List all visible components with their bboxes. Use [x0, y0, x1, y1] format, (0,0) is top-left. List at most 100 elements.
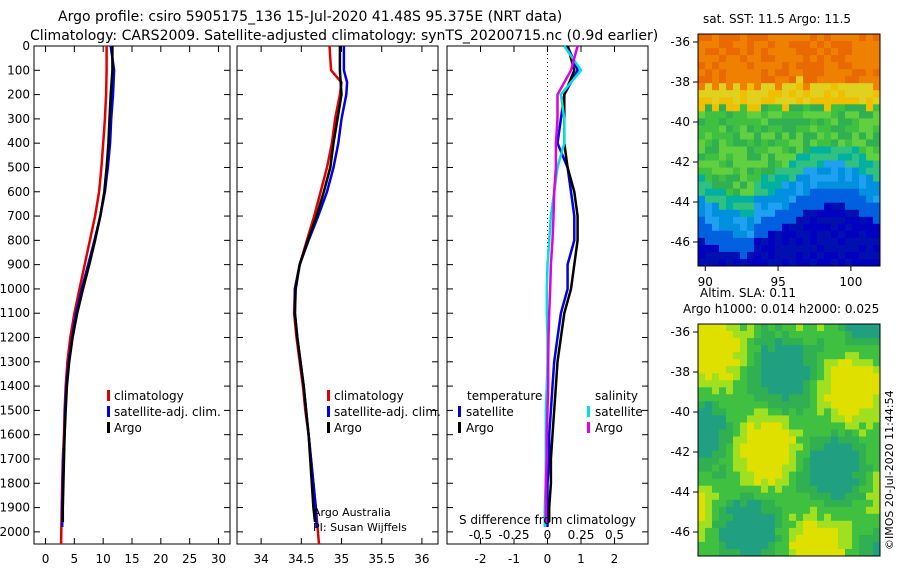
sla-cell	[719, 471, 727, 480]
sla-cell	[873, 534, 881, 543]
sla-cell	[782, 520, 790, 529]
sla-cell	[838, 520, 846, 529]
sla-cell	[789, 401, 797, 409]
sla-cell	[789, 506, 797, 515]
sla-cell	[726, 387, 734, 395]
sla-cell	[817, 499, 825, 508]
sla-cell	[705, 450, 713, 458]
sla-cell	[789, 345, 797, 353]
sst-cell	[698, 69, 706, 77]
sst-cell	[726, 237, 734, 246]
sla-cell	[866, 408, 874, 416]
sst-cell	[705, 237, 713, 246]
sla-cell	[824, 345, 832, 353]
sla-cell	[873, 450, 881, 458]
sst-cell	[768, 230, 776, 239]
sst-cell	[838, 146, 846, 154]
sst-cell	[810, 118, 818, 126]
sla-cell	[712, 499, 720, 508]
sst-cell	[726, 76, 734, 84]
sst-cell	[733, 223, 741, 232]
sla-cell	[761, 457, 769, 466]
sst-cell	[831, 244, 839, 253]
sst-cell	[712, 160, 720, 168]
sla-cell	[852, 366, 860, 374]
sst-cell	[866, 237, 874, 246]
sla-cell	[719, 359, 727, 367]
sla-cell	[775, 520, 783, 529]
sla-cell	[726, 450, 734, 458]
sla-cell	[824, 513, 832, 522]
sst-cell	[782, 237, 790, 246]
sst-map-title: sat. SST: 11.5 Argo: 11.5	[703, 12, 851, 26]
sla-cell	[810, 520, 818, 529]
sla-cell	[747, 429, 755, 437]
sla-cell	[740, 506, 748, 515]
sla-cell	[873, 352, 881, 360]
sst-cell	[754, 223, 762, 232]
sst-cell	[698, 209, 706, 218]
sla-cell	[712, 331, 720, 339]
sla-cell	[754, 443, 762, 451]
sst-cell	[845, 160, 853, 168]
sst-cell	[817, 209, 825, 218]
sst-cell	[719, 76, 727, 84]
sst-cell	[845, 202, 853, 211]
sla-cell	[831, 520, 839, 529]
sla-cell	[845, 352, 853, 360]
sla-cell	[796, 415, 804, 423]
sla-cell	[810, 541, 818, 550]
sla-cell	[852, 534, 860, 543]
sla-cell	[747, 324, 755, 332]
sst-cell	[775, 41, 783, 49]
sst-cell	[761, 251, 769, 260]
sla-cell	[845, 436, 853, 444]
sst-cell	[852, 34, 860, 42]
sst-cell	[712, 153, 720, 161]
sst-cell	[852, 132, 860, 140]
sst-cell	[852, 153, 860, 161]
sla-cell	[768, 443, 776, 451]
sst-cell	[754, 244, 762, 253]
sla-cell	[810, 422, 818, 430]
map-y-tick-label: -46	[670, 235, 690, 249]
sst-cell	[817, 237, 825, 246]
sla-cell	[768, 499, 776, 508]
sst-cell	[705, 111, 713, 119]
sla-cell	[747, 541, 755, 550]
sst-cell	[747, 83, 755, 91]
legend-header-temperature: temperature	[467, 389, 542, 403]
sla-map-panel: Altim. SLA: 0.11 Argo h1000: 0.014 h2000…	[670, 286, 881, 557]
sla-cell	[733, 408, 741, 416]
sla-cell	[726, 408, 734, 416]
sst-cell	[831, 104, 839, 112]
sst-cell	[705, 259, 713, 267]
map-y-tick-label: -40	[670, 405, 690, 419]
sst-cell	[754, 97, 762, 105]
sst-cell	[817, 188, 825, 197]
sst-cell	[775, 48, 783, 56]
sst-cell	[845, 167, 853, 176]
sst-cell	[789, 125, 797, 133]
temperature-panel: 0100200300400500600700800900100011001200…	[0, 39, 231, 566]
sst-cell	[838, 34, 846, 42]
sst-cell	[796, 41, 804, 49]
sla-cell	[698, 338, 706, 346]
sst-cell	[845, 216, 853, 225]
sst-cell	[747, 195, 755, 204]
sst-cell	[705, 55, 713, 63]
sst-cell	[873, 223, 881, 232]
sst-cell	[726, 223, 734, 232]
sla-cell	[796, 394, 804, 402]
sla-cell	[747, 331, 755, 339]
sla-cell	[810, 549, 818, 557]
sla-cell	[733, 541, 741, 550]
sst-cell	[782, 188, 790, 197]
sst-cell	[761, 41, 769, 49]
sst-cell	[733, 83, 741, 91]
sla-cell	[796, 506, 804, 515]
sst-cell	[754, 139, 762, 147]
sla-cell	[754, 366, 762, 374]
sla-cell	[789, 331, 797, 339]
